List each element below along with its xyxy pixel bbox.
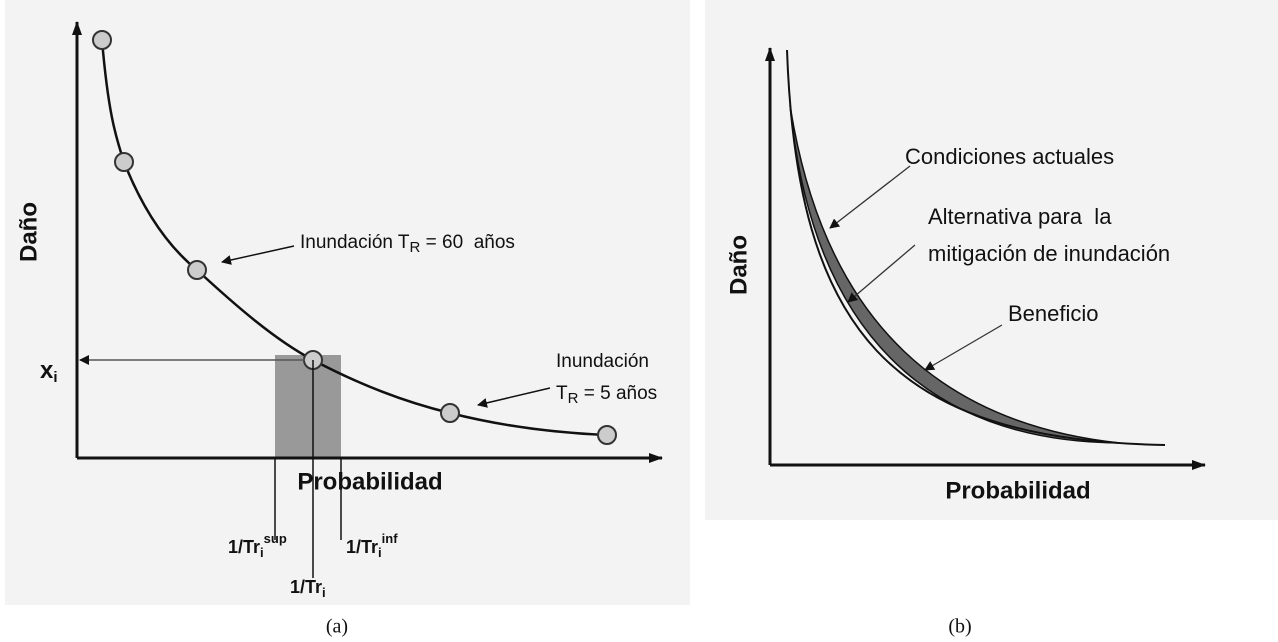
subscript: i (322, 585, 326, 600)
text: Inundación T (300, 232, 410, 253)
superscript: inf (382, 531, 399, 546)
caption: (a) (326, 616, 348, 638)
annotation: TR = 5 años (556, 383, 657, 407)
panel-b-bg (705, 0, 1278, 520)
point (597, 425, 617, 445)
superscript: sup (264, 531, 287, 546)
text: 1/Tr (290, 577, 322, 597)
text: = 5 años (578, 383, 657, 404)
subscript: i (53, 369, 57, 386)
panel-a-bg (5, 0, 690, 605)
y-axis-label: Daño (15, 202, 42, 262)
tick-label: 1/Trisup (228, 531, 287, 560)
caption: (b) (948, 616, 971, 638)
subscript: i (378, 545, 382, 560)
x-axis-label: Probabilidad (297, 468, 442, 495)
y-axis-label: Daño (725, 235, 752, 295)
tick-label: 1/Triinf (346, 531, 398, 560)
annotation: mitigación de inundación (928, 241, 1170, 266)
annotation: Condiciones actuales (905, 144, 1114, 169)
text: x (40, 357, 54, 384)
point (114, 152, 134, 172)
point (440, 403, 460, 423)
annotation: Beneficio (1008, 301, 1099, 326)
tick-label: 1/Tri (290, 577, 326, 601)
arrow (829, 165, 911, 229)
annotation: Alternativa para la (928, 204, 1112, 229)
point (92, 30, 112, 50)
shaded-area (275, 355, 341, 458)
x-axis-label: Probabilidad (945, 477, 1090, 504)
damage-curve (786, 49, 1166, 446)
arrow (477, 387, 551, 408)
arrow (847, 244, 916, 303)
text: 1/Tr (346, 537, 378, 557)
xi-label: xi (40, 357, 58, 386)
subscript: i (260, 545, 264, 560)
arrow (924, 324, 1003, 371)
text: 1/Tr (228, 537, 260, 557)
subscript: R (410, 239, 421, 256)
text: = 60 años (420, 232, 515, 253)
point (187, 260, 207, 280)
annotation: Inundación (556, 351, 649, 372)
text: T (556, 383, 568, 404)
arrow (221, 245, 295, 265)
subscript: R (568, 390, 579, 407)
annotation: Inundación TR = 60 años (300, 232, 515, 256)
